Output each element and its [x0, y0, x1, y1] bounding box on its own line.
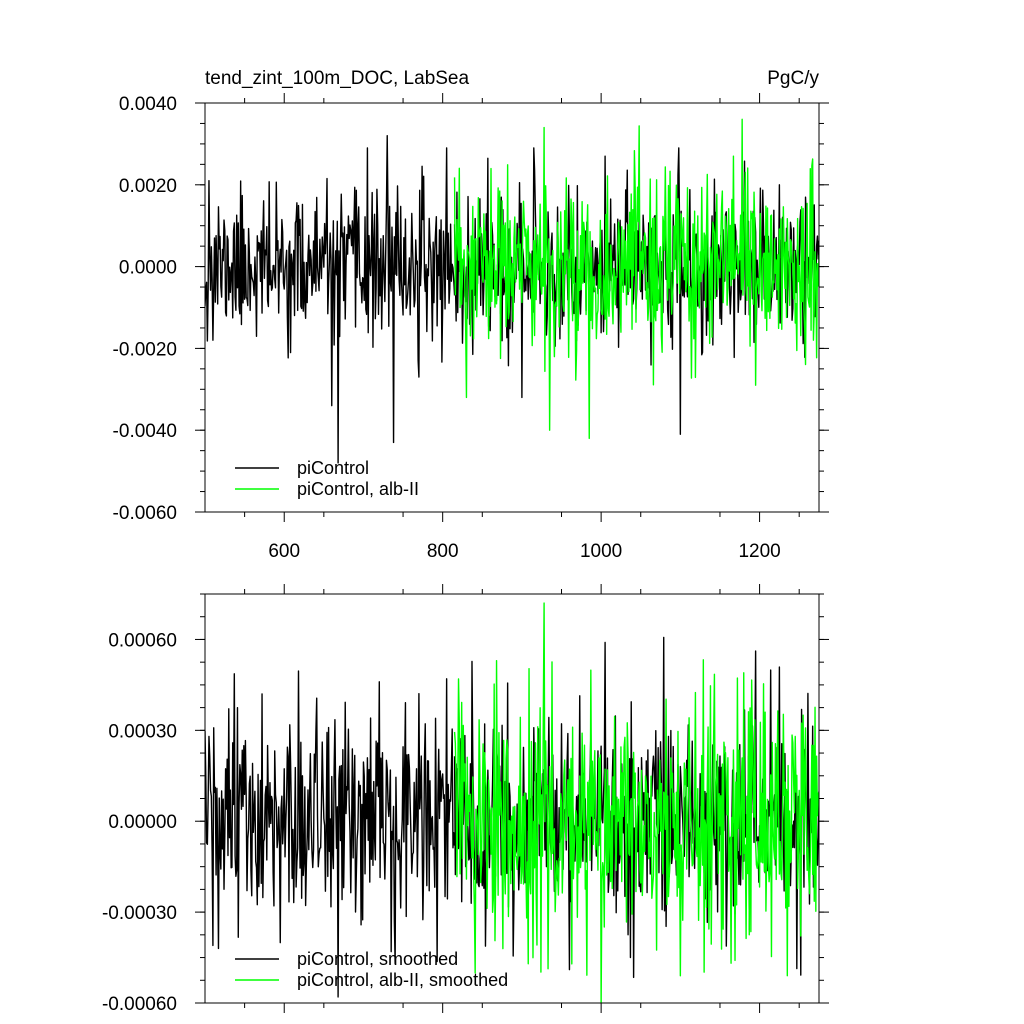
- top-legend: piControl piControl, alb-II: [235, 458, 419, 499]
- top-panel: 600 800 1000 1200 -0.0060 -0.0040 -0.0020 0.000…: [113, 68, 829, 562]
- y-tick-label: 0.0040: [119, 94, 177, 115]
- series-line-picontrol-alb-ii-1: [453, 118, 819, 440]
- y-tick-label: -0.0040: [113, 421, 177, 442]
- y-tick-label: 0.0020: [119, 176, 177, 197]
- top-chart-units: PgC/y: [767, 68, 819, 89]
- bottom-legend-label-alb-ii-smoothed: piControl, alb-II, smoothed: [297, 970, 508, 990]
- top-axis-labels: 600 800 1000 1200 -0.0060 -0.0040 -0.0020 0.000…: [113, 94, 781, 562]
- top-series-layer: [205, 118, 819, 464]
- bottom-axis-ticks: [195, 584, 829, 1013]
- top-legend-label-alb-ii: piControl, alb-II: [297, 479, 419, 499]
- y-tick-label: 0.0000: [119, 258, 177, 279]
- x-tick-label: 1200: [738, 541, 780, 562]
- x-tick-label: 1000: [580, 541, 622, 562]
- top-legend-label-picontrol: piControl: [297, 458, 369, 478]
- y-tick-label: 0.00000: [108, 812, 177, 833]
- top-axis-ticks: [195, 93, 829, 522]
- y-tick-label: -0.0060: [113, 503, 177, 524]
- y-tick-label: -0.00030: [102, 903, 177, 924]
- y-tick-label: 0.00060: [108, 630, 177, 651]
- x-tick-label: 600: [268, 541, 300, 562]
- x-tick-label: 800: [427, 541, 459, 562]
- y-tick-label: -0.0020: [113, 339, 177, 360]
- bottom-panel: -0.00060 -0.00030 0.00000 0.00030 0.00060 pi…: [102, 584, 829, 1015]
- bottom-legend: piControl, smoothed piControl, alb-II, s…: [235, 949, 508, 990]
- top-chart-title: tend_zint_100m_DOC, LabSea: [205, 68, 469, 89]
- series-line-picontrol-0: [205, 135, 456, 464]
- bottom-legend-label-smoothed: piControl, smoothed: [297, 949, 458, 969]
- series-line-picontrol-alb-ii-smoothed-1: [453, 602, 819, 1003]
- y-tick-label: -0.00060: [102, 994, 177, 1015]
- bottom-axis-labels: -0.00060 -0.00030 0.00000 0.00030 0.00060: [102, 630, 177, 1015]
- y-tick-label: 0.00030: [108, 721, 177, 742]
- series-line-picontrol-smoothed-0: [205, 670, 456, 998]
- bottom-series-layer: [205, 602, 819, 1003]
